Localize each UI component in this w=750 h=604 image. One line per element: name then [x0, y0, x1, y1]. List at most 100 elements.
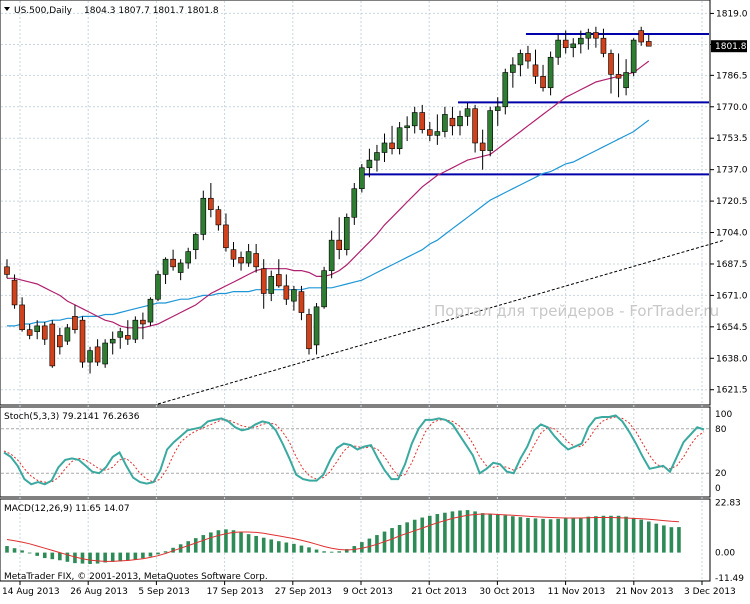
candle-body: [593, 32, 599, 39]
macd-bar: [601, 515, 606, 553]
candle-body: [374, 152, 380, 161]
macd-bar: [110, 552, 115, 562]
macd-bar: [126, 552, 130, 561]
date-axis: 14 Aug 2013 26 Aug 2013 5 Sep 2013 17 Sep 2…: [2, 581, 736, 597]
candle-body: [630, 39, 637, 73]
date-label: 9 Oct 2013: [343, 587, 393, 597]
price-tick-label: 1638.0: [716, 354, 748, 364]
ohlc-values: 1804.3 1807.7 1801.7 1801.8: [84, 6, 219, 16]
price-axis: 1819.01802.71786.51770.01753.51737.01720…: [710, 9, 748, 396]
macd-bar: [480, 513, 485, 553]
macd-bar: [360, 542, 364, 553]
candle-body: [208, 197, 214, 210]
date-label: 3 Dec 2013: [684, 587, 736, 597]
macd-bar: [473, 511, 477, 553]
candle-body: [562, 39, 569, 49]
candle-body: [479, 142, 486, 151]
macd-bar: [307, 547, 311, 553]
candle-body: [109, 338, 116, 344]
macd-bar: [677, 527, 681, 553]
candle-body: [510, 64, 516, 73]
macd-bar: [397, 524, 402, 553]
candle-body: [532, 64, 539, 77]
macd-bar: [503, 515, 508, 553]
candle-body: [359, 167, 365, 190]
candle-body: [283, 285, 290, 300]
candle-body: [162, 258, 169, 275]
price-tick-label: 1819.0: [716, 9, 748, 19]
macd-bar: [292, 543, 296, 553]
candle-body: [306, 314, 312, 350]
candle-body: [502, 72, 509, 108]
date-label: 21 Nov 2013: [616, 587, 674, 597]
macd-bar: [329, 551, 334, 553]
date-label: 11 Nov 2013: [548, 587, 606, 597]
candle-body: [41, 325, 48, 340]
candle-body: [177, 262, 184, 273]
candle-body: [389, 142, 395, 150]
macd-bar: [405, 522, 409, 553]
macd-bar: [35, 552, 39, 556]
price-tick-label: 1687.5: [716, 260, 748, 270]
macd-bar: [344, 549, 349, 553]
macd-tick-label: 0.00: [715, 549, 735, 559]
candle-body: [585, 32, 592, 39]
stoch-tick-label: 0: [715, 484, 721, 494]
macd-bar: [216, 530, 221, 553]
candle-body: [192, 234, 199, 250]
candle-body: [608, 53, 614, 75]
candle-body: [147, 298, 154, 323]
stoch-main-line: [3, 414, 705, 486]
candle-body: [419, 112, 426, 130]
macd-bar: [322, 551, 326, 553]
date-label: 26 Aug 2013: [70, 587, 128, 597]
current-price-box: [711, 40, 747, 53]
stoch-title: Stoch(5,3,3) 79.2141 76.2636: [4, 412, 140, 422]
macd-bar: [27, 552, 32, 554]
macd-bar: [133, 552, 138, 560]
macd-bar: [209, 532, 213, 553]
macd-bar: [526, 517, 530, 553]
price-tick-label: 1737.0: [716, 166, 748, 176]
macd-bar: [50, 552, 55, 560]
macd-bar: [669, 527, 674, 553]
candle-body: [26, 329, 33, 336]
candle-body: [638, 30, 645, 43]
candle-body: [442, 114, 448, 132]
macd-bar: [450, 511, 455, 553]
candle-body: [577, 37, 584, 45]
candle-body: [411, 112, 418, 127]
ma-short-line: [7, 60, 650, 329]
macd-bar: [156, 552, 160, 555]
macd-bar: [246, 534, 251, 553]
candle-body: [102, 342, 108, 365]
macd-bar: [458, 510, 462, 553]
stochastic-indicator: 100 80 20 0: [1, 410, 732, 494]
macd-bar: [5, 546, 9, 553]
candle-body: [291, 289, 297, 302]
candle-body: [487, 110, 494, 151]
candle-body: [540, 76, 546, 89]
price-tick-label: 1621.5: [716, 386, 748, 396]
candle-body: [79, 319, 86, 363]
candle-body: [200, 197, 207, 235]
candle-body: [404, 125, 410, 129]
candle-body: [623, 72, 629, 89]
macd-bar: [314, 549, 319, 553]
macd-bar: [95, 552, 100, 564]
macd-bar: [646, 521, 651, 553]
macd-bar: [420, 517, 425, 553]
candle-body: [472, 108, 478, 144]
candle-body: [313, 306, 320, 346]
chart-header: US.500,Daily 1804.3 1807.7 1801.7 1801.8: [4, 6, 219, 16]
candle-body: [615, 74, 622, 79]
macd-bar: [609, 515, 613, 553]
macd-bar: [148, 552, 153, 557]
stoch-tick-label: 20: [715, 469, 727, 479]
level-lines[interactable]: [157, 33, 725, 405]
candle-body: [4, 266, 10, 275]
candles: [4, 26, 652, 374]
macd-bar: [579, 517, 583, 553]
